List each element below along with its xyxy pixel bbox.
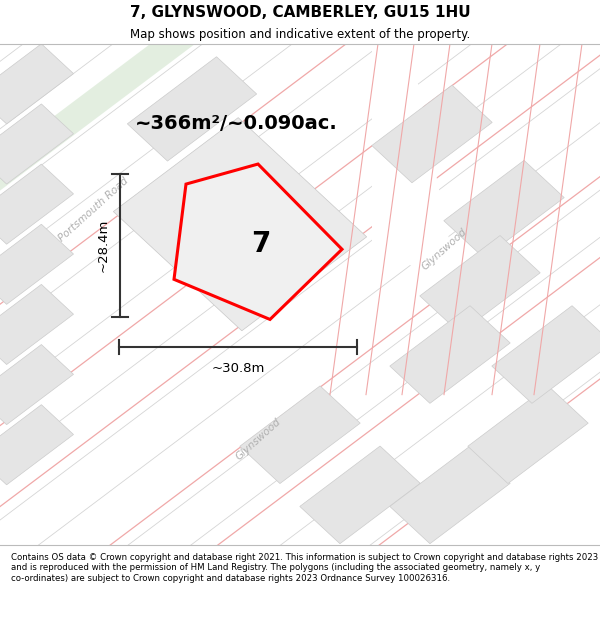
Text: ~28.4m: ~28.4m [96, 219, 109, 272]
Text: Glynswood: Glynswood [233, 417, 283, 462]
Text: ~30.8m: ~30.8m [211, 362, 265, 375]
Polygon shape [240, 386, 360, 484]
Text: 7: 7 [251, 230, 271, 258]
Polygon shape [390, 306, 510, 403]
Text: Map shows position and indicative extent of the property.: Map shows position and indicative extent… [130, 28, 470, 41]
Polygon shape [372, 85, 492, 182]
Text: Glynswood: Glynswood [419, 226, 469, 272]
Polygon shape [420, 236, 540, 333]
Text: Portsmouth Road: Portsmouth Road [56, 175, 130, 243]
Polygon shape [0, 164, 74, 244]
Polygon shape [390, 446, 510, 544]
Polygon shape [468, 386, 588, 484]
Polygon shape [492, 306, 600, 403]
Polygon shape [0, 344, 74, 424]
Polygon shape [0, 44, 74, 124]
Polygon shape [113, 118, 367, 331]
Polygon shape [372, 34, 450, 269]
Polygon shape [127, 57, 257, 161]
Polygon shape [300, 446, 420, 544]
Text: ~366m²/~0.090ac.: ~366m²/~0.090ac. [135, 114, 338, 134]
Polygon shape [174, 164, 342, 319]
Polygon shape [0, 104, 74, 184]
Text: Contains OS data © Crown copyright and database right 2021. This information is : Contains OS data © Crown copyright and d… [11, 553, 598, 582]
Polygon shape [444, 161, 564, 258]
Text: 7, GLYNSWOOD, CAMBERLEY, GU15 1HU: 7, GLYNSWOOD, CAMBERLEY, GU15 1HU [130, 5, 470, 20]
Polygon shape [0, 405, 74, 485]
Polygon shape [0, 284, 74, 364]
Polygon shape [0, 224, 74, 304]
